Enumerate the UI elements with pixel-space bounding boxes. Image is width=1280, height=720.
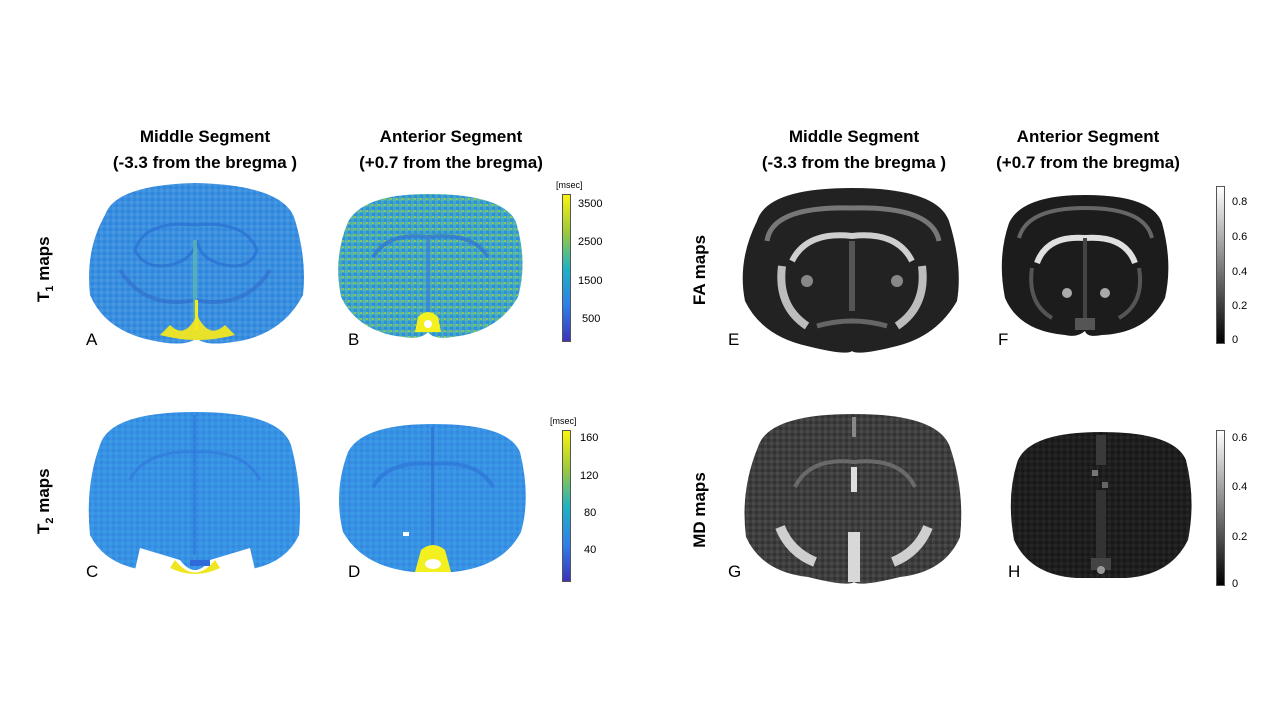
brain-map-g [744,414,962,584]
brain-map-d [339,424,526,572]
colorbar-tick: 160 [580,432,599,444]
colorbar-tick: 0 [1232,334,1239,346]
row-label-t1: T1 maps [34,209,56,329]
panel-letter-d: D [348,562,361,581]
brain-map-h [1010,432,1192,578]
label-rest: maps [33,468,53,518]
colorbar-gradient [1216,186,1225,344]
colorbar-tick: 80 [584,507,597,519]
title-subline: (-3.3 from the bregma ) [112,153,298,172]
panel-letter-c: C [86,562,99,581]
label-sub: 1 [44,285,57,292]
panel-letter-h: H [1008,562,1021,581]
brain-map-f [1001,195,1169,336]
colorbar-gradient [1216,430,1225,586]
colorbar-unit: [msec] [550,416,577,426]
colorbar-tick: 0.8 [1232,196,1248,208]
row-label-t2: T2 maps [34,441,56,561]
label-rest: maps [33,236,53,286]
panel-letter-f: F [998,330,1009,349]
title-line: Anterior Segment [379,127,523,146]
brain-map-c [88,412,300,574]
label-main: T [33,291,53,303]
title-subline: (+0.7 from the bregma) [996,153,1180,172]
colorbar-md: 0.6 0.4 0.2 0 [1216,430,1266,590]
panel-letter-g: G [728,562,742,581]
title-subline: (+0.7 from the bregma) [359,153,543,172]
brain-map-e [742,188,959,353]
colorbar-tick: 500 [582,313,601,325]
colorbar-tick: 0.2 [1232,531,1248,543]
colorbar-tick: 0.6 [1232,432,1248,444]
colorbar-tick: 3500 [578,198,603,210]
col-title-right-middle: Middle Segment (-3.3 from the bregma ) [734,124,974,176]
colorbar-tick: 0.4 [1232,481,1248,493]
colorbar-tick: 0 [1232,578,1239,590]
brain-map-a [89,183,304,344]
colorbar-tick: 2500 [578,236,603,248]
panel-letter-a: A [86,330,98,349]
colorbar-gradient [562,194,571,342]
colorbar-tick: 120 [580,470,599,482]
row-label-fa: FA maps [690,234,709,306]
colorbar-unit: [msec] [556,180,583,190]
label-sub: 2 [44,517,57,524]
colorbar-t2: [msec] 160 120 80 40 [550,416,622,582]
title-line: Middle Segment [139,127,271,146]
colorbar-fa: 0.8 0.6 0.4 0.2 0 [1216,186,1266,346]
colorbar-tick: 0.4 [1232,266,1248,278]
title-line: Middle Segment [788,127,920,146]
label-main: T [33,523,53,535]
colorbar-tick: 1500 [578,275,603,287]
row-label-md: MD maps [690,472,709,548]
colorbar-tick: 0.2 [1232,300,1248,312]
colorbar-gradient [562,430,571,582]
col-title-right-anterior: Anterior Segment (+0.7 from the bregma) [968,124,1208,176]
colorbar-tick: 40 [584,544,597,556]
brain-map-b [338,194,523,338]
colorbar-tick: 0.6 [1232,231,1248,243]
col-title-left-middle: Middle Segment (-3.3 from the bregma ) [85,124,325,176]
title-line: Anterior Segment [1016,127,1160,146]
panel-letter-e: E [728,330,740,349]
panel-letter-b: B [348,330,360,349]
colorbar-t1: [msec] 3500 2500 1500 500 [556,180,622,344]
title-subline: (-3.3 from the bregma ) [761,153,947,172]
col-title-left-anterior: Anterior Segment (+0.7 from the bregma) [331,124,571,176]
